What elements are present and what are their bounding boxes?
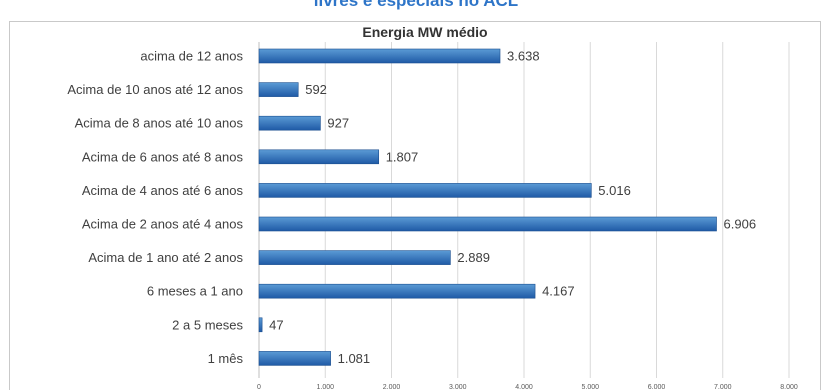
data-label: 4.167	[542, 284, 575, 299]
chart-title: Energia MW médio	[362, 24, 487, 40]
x-tick-label: 2.000	[383, 384, 401, 391]
bar	[258, 149, 380, 165]
category-label: Acima de 1 ano até 2 anos	[88, 250, 243, 265]
category-label: Acima de 8 anos até 10 anos	[75, 116, 244, 131]
category-label: Acima de 10 anos até 12 anos	[67, 82, 243, 97]
x-tick-label: 5.000	[581, 384, 599, 391]
bar	[258, 82, 299, 97]
x-tick-label: 0	[257, 384, 261, 391]
bar	[258, 351, 331, 366]
bar	[258, 317, 263, 333]
bar	[258, 250, 451, 265]
bars	[258, 48, 717, 366]
data-label: 2.889	[457, 250, 490, 265]
category-label: Acima de 2 anos até 4 anos	[82, 217, 244, 232]
data-label: 592	[305, 82, 327, 97]
chart-area	[9, 21, 821, 390]
data-label: 927	[327, 116, 349, 131]
data-label: 1.807	[386, 149, 419, 164]
category-label: 1 mês	[208, 351, 244, 366]
gridlines	[258, 42, 790, 378]
category-label: acima de 12 anos	[140, 49, 243, 64]
data-label: 1.081	[338, 351, 371, 366]
data-label: 3.638	[507, 49, 540, 64]
x-tick-label: 7.000	[714, 384, 732, 391]
category-label: 2 a 5 meses	[172, 317, 243, 332]
data-label: 6.906	[724, 217, 757, 232]
bar	[258, 183, 592, 198]
category-label: Acima de 4 anos até 6 anos	[82, 183, 244, 198]
x-tick-label: 1.000	[316, 384, 334, 391]
category-label: Acima de 6 anos até 8 anos	[82, 149, 244, 164]
data-label: 5.016	[598, 183, 631, 198]
bar	[258, 283, 536, 299]
labels: 0 1.000 2.000 3.000 4.000 5.000 6.000 7.000 8.00…	[67, 49, 797, 391]
x-tick-label: 8.000	[780, 384, 798, 391]
x-tick-label: 3.000	[449, 384, 467, 391]
category-label: 6 meses a 1 ano	[147, 284, 243, 299]
bar	[258, 48, 501, 64]
x-tick-label: 6.000	[648, 384, 666, 391]
page-title: livres e especiais no ACL	[313, 0, 519, 10]
bar	[258, 216, 717, 232]
data-label: 47	[269, 317, 283, 332]
bar	[258, 115, 321, 131]
x-tick-label: 4.000	[515, 384, 533, 391]
